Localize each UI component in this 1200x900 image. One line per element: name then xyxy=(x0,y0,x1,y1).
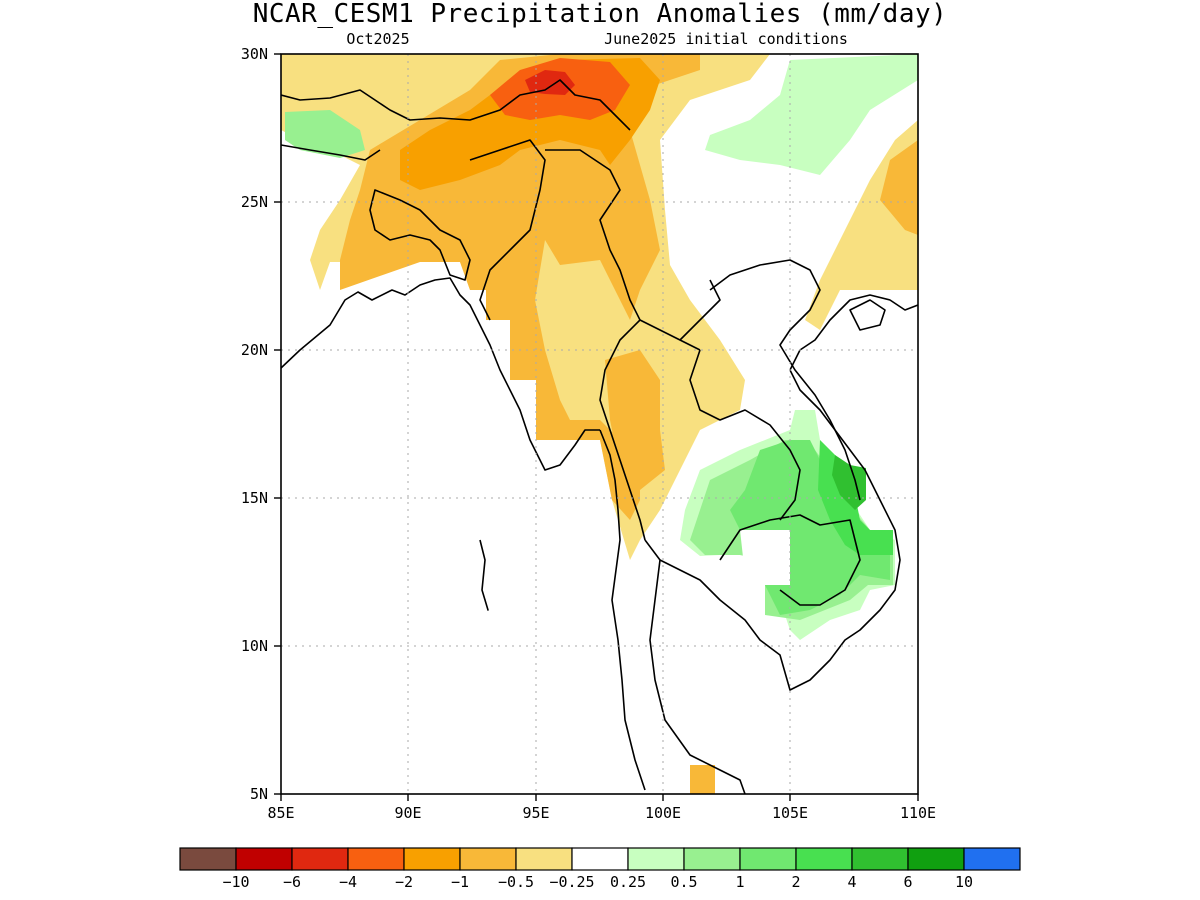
colorbar-label: −2 xyxy=(395,873,413,891)
coastlines-and-borders xyxy=(281,79,918,794)
coastline-myanmar-south xyxy=(599,429,646,791)
border-myanmar-china xyxy=(545,149,701,351)
colorbar-label: −0.25 xyxy=(549,873,594,891)
anomaly-region-extreme-dry xyxy=(525,70,575,95)
anomaly-shading xyxy=(281,54,918,794)
plot-frame xyxy=(280,53,919,795)
border-china-laos xyxy=(679,279,721,341)
x-tick-label: 105E xyxy=(772,804,808,822)
border-cambodia xyxy=(719,514,861,606)
anomaly-region-moderate-dry-ne xyxy=(880,140,918,235)
y-tick-label: 25N xyxy=(241,193,268,211)
border-nepal-india xyxy=(281,144,381,161)
colorbar-swatch xyxy=(459,847,517,871)
colorbar-swatch xyxy=(795,847,853,871)
y-tick-label: 5N xyxy=(250,785,268,803)
colorbar-label: 1 xyxy=(735,873,744,891)
x-axis-labels: 85E 90E 95E 100E 105E 110E xyxy=(267,804,936,822)
border-laos-vietnam xyxy=(709,259,861,501)
colorbar-label: 6 xyxy=(903,873,912,891)
colorbar-swatch xyxy=(571,847,629,871)
colorbar-swatch xyxy=(291,847,349,871)
colorbar-label: 4 xyxy=(847,873,856,891)
border-myanmar-west xyxy=(469,139,546,321)
anomaly-region-light-wet-china xyxy=(705,54,918,175)
axis-tick-marks xyxy=(274,53,919,801)
x-tick-label: 85E xyxy=(267,804,294,822)
colorbar-label: −6 xyxy=(283,873,301,891)
colorbar xyxy=(179,847,1021,871)
y-tick-label: 20N xyxy=(241,341,268,359)
colorbar-swatch xyxy=(963,847,1021,871)
x-tick-label: 90E xyxy=(394,804,421,822)
border-bangladesh xyxy=(369,189,471,281)
colorbar-swatch xyxy=(683,847,741,871)
coastline-sri-lanka-andaman xyxy=(479,539,489,611)
subtitle-initial-conditions: June2025 initial conditions xyxy=(604,30,848,48)
colorbar-swatch xyxy=(403,847,461,871)
coastline-india-bay-of-bengal xyxy=(281,277,600,471)
colorbar-label: 0.25 xyxy=(610,873,646,891)
anomaly-region-moderate-dry-2 xyxy=(605,350,665,490)
colorbar-swatch xyxy=(907,847,965,871)
subtitle-month: Oct2025 xyxy=(346,30,409,48)
lat-lon-grid xyxy=(281,54,918,794)
x-tick-label: 110E xyxy=(900,804,936,822)
colorbar-label: −0.5 xyxy=(498,873,534,891)
y-axis-labels: 30N 25N 20N 15N 10N 5N xyxy=(241,45,268,803)
y-tick-label: 30N xyxy=(241,45,268,63)
colorbar-swatch xyxy=(179,847,237,871)
x-tick-label: 100E xyxy=(645,804,681,822)
border-myanmar-thailand xyxy=(599,319,646,541)
near-zero-area-tonle-sap xyxy=(740,530,790,585)
anomaly-region-moderate-dry-south xyxy=(690,765,715,794)
coastline-hainan xyxy=(849,299,886,331)
figure-title: NCAR_CESM1 Precipitation Anomalies (mm/d… xyxy=(253,0,948,29)
colorbar-label: 2 xyxy=(791,873,800,891)
anomaly-region-light-dry-nw xyxy=(281,54,440,90)
colorbar-swatch xyxy=(235,847,293,871)
anomaly-region-extreme-wet xyxy=(832,455,866,510)
anomaly-region-moderate-wet-nepal xyxy=(285,110,365,158)
x-tick-label: 95E xyxy=(522,804,549,822)
colorbar-label: −1 xyxy=(451,873,469,891)
colorbar-swatch xyxy=(347,847,405,871)
colorbar-swatch xyxy=(627,847,685,871)
colorbar-swatch xyxy=(851,847,909,871)
y-tick-label: 10N xyxy=(241,637,268,655)
y-tick-label: 15N xyxy=(241,489,268,507)
colorbar-label: 10 xyxy=(955,873,973,891)
border-nepal-tibet xyxy=(281,79,631,131)
colorbar-label: −10 xyxy=(222,873,249,891)
colorbar-label: 0.5 xyxy=(670,873,697,891)
anomaly-region-wet xyxy=(730,440,890,615)
coastline-gulf-of-thailand-east xyxy=(659,294,918,691)
colorbar-swatch xyxy=(515,847,573,871)
border-thailand-laos xyxy=(689,349,801,521)
colorbar-labels: −10 −6 −4 −2 −1 −0.5 −0.25 0.25 0.5 1 2 4 6 10 xyxy=(222,873,973,891)
colorbar-swatch xyxy=(739,847,797,871)
coastline-malay-peninsula-east xyxy=(644,539,746,794)
colorbar-label: −4 xyxy=(339,873,357,891)
